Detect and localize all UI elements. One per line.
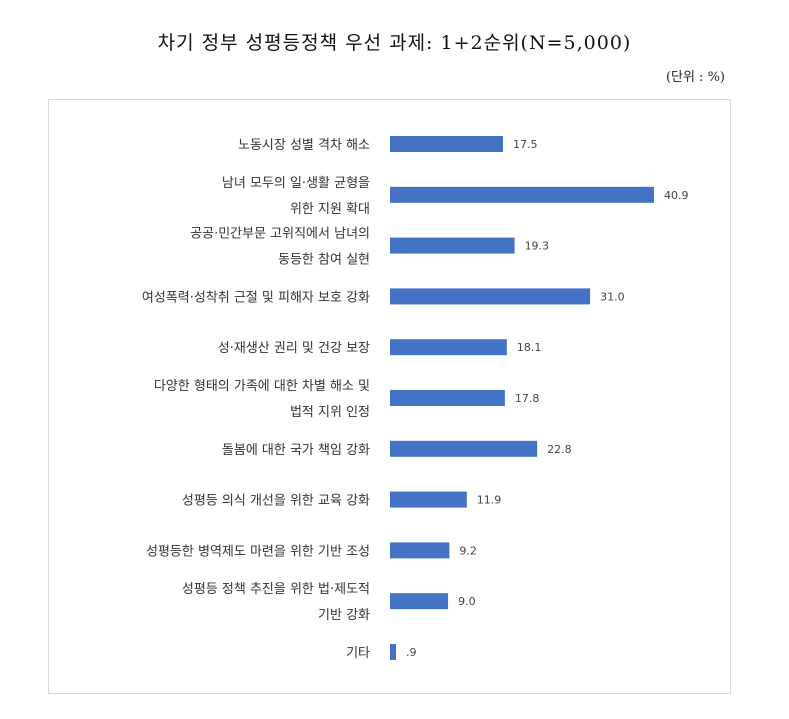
value-label-1: 17.5	[513, 138, 538, 151]
bar-9	[390, 542, 450, 559]
bar-10	[390, 593, 449, 610]
unit-label: (단위 : %)	[665, 70, 725, 85]
bar-3	[390, 237, 515, 254]
value-label-2: 40.9	[664, 189, 689, 202]
value-label-8: 11.9	[477, 494, 502, 507]
value-label-6: 17.8	[515, 392, 540, 405]
category-label-7: 돌봄에 대한 국가 책임 강화	[222, 443, 370, 458]
category-label-10-line-1: 성평등 정책 추진을 위한 법·제도적	[182, 582, 370, 597]
bar-5	[390, 339, 507, 356]
category-label-3-line-1: 공공·민간부문 고위직에서 남녀의	[190, 227, 370, 242]
value-label-9: 9.2	[459, 544, 477, 557]
bar-6	[390, 390, 505, 406]
chart-frame	[48, 99, 731, 694]
value-label-7: 22.8	[547, 443, 572, 456]
value-label-3: 19.3	[525, 240, 550, 253]
value-label-11: .9	[406, 646, 417, 659]
bar-11	[390, 644, 396, 660]
bar-4	[390, 288, 591, 305]
category-label-10-line-2: 기반 강화	[318, 608, 370, 623]
category-label-2-line-2: 위한 지원 확대	[290, 202, 370, 217]
category-label-3-line-2: 동등한 참여 실현	[278, 253, 370, 268]
bar-1	[390, 136, 503, 152]
category-label-8: 성평등 의식 개선을 위한 교육 강화	[182, 494, 370, 509]
category-label-9: 성평등한 병역제도 마련을 위한 기반 조성	[146, 544, 370, 559]
bar-2	[390, 186, 654, 203]
category-label-4: 여성폭력·성착취 근절 및 피해자 보호 강화	[142, 290, 370, 305]
category-label-6-line-1: 다양한 형태의 가족에 대한 차별 해소 및	[154, 379, 370, 394]
value-label-5: 18.1	[517, 341, 542, 354]
category-label-6-line-2: 법적 지위 인정	[290, 405, 370, 420]
category-label-1: 노동시장 성별 격차 해소	[238, 138, 370, 153]
value-label-10: 9.0	[458, 595, 476, 608]
category-label-5: 성·재생산 권리 및 건강 보장	[218, 341, 370, 356]
chart-title: 차기 정부 성평등정책 우선 과제: 1+2순위(N=5,000)	[157, 32, 632, 54]
value-label-4: 31.0	[600, 290, 625, 303]
bar-7	[390, 440, 538, 457]
category-label-11: 기타	[346, 646, 370, 661]
category-label-2-line-1: 남녀 모두의 일·생활 균형을	[222, 176, 370, 191]
bar-8	[390, 491, 467, 508]
